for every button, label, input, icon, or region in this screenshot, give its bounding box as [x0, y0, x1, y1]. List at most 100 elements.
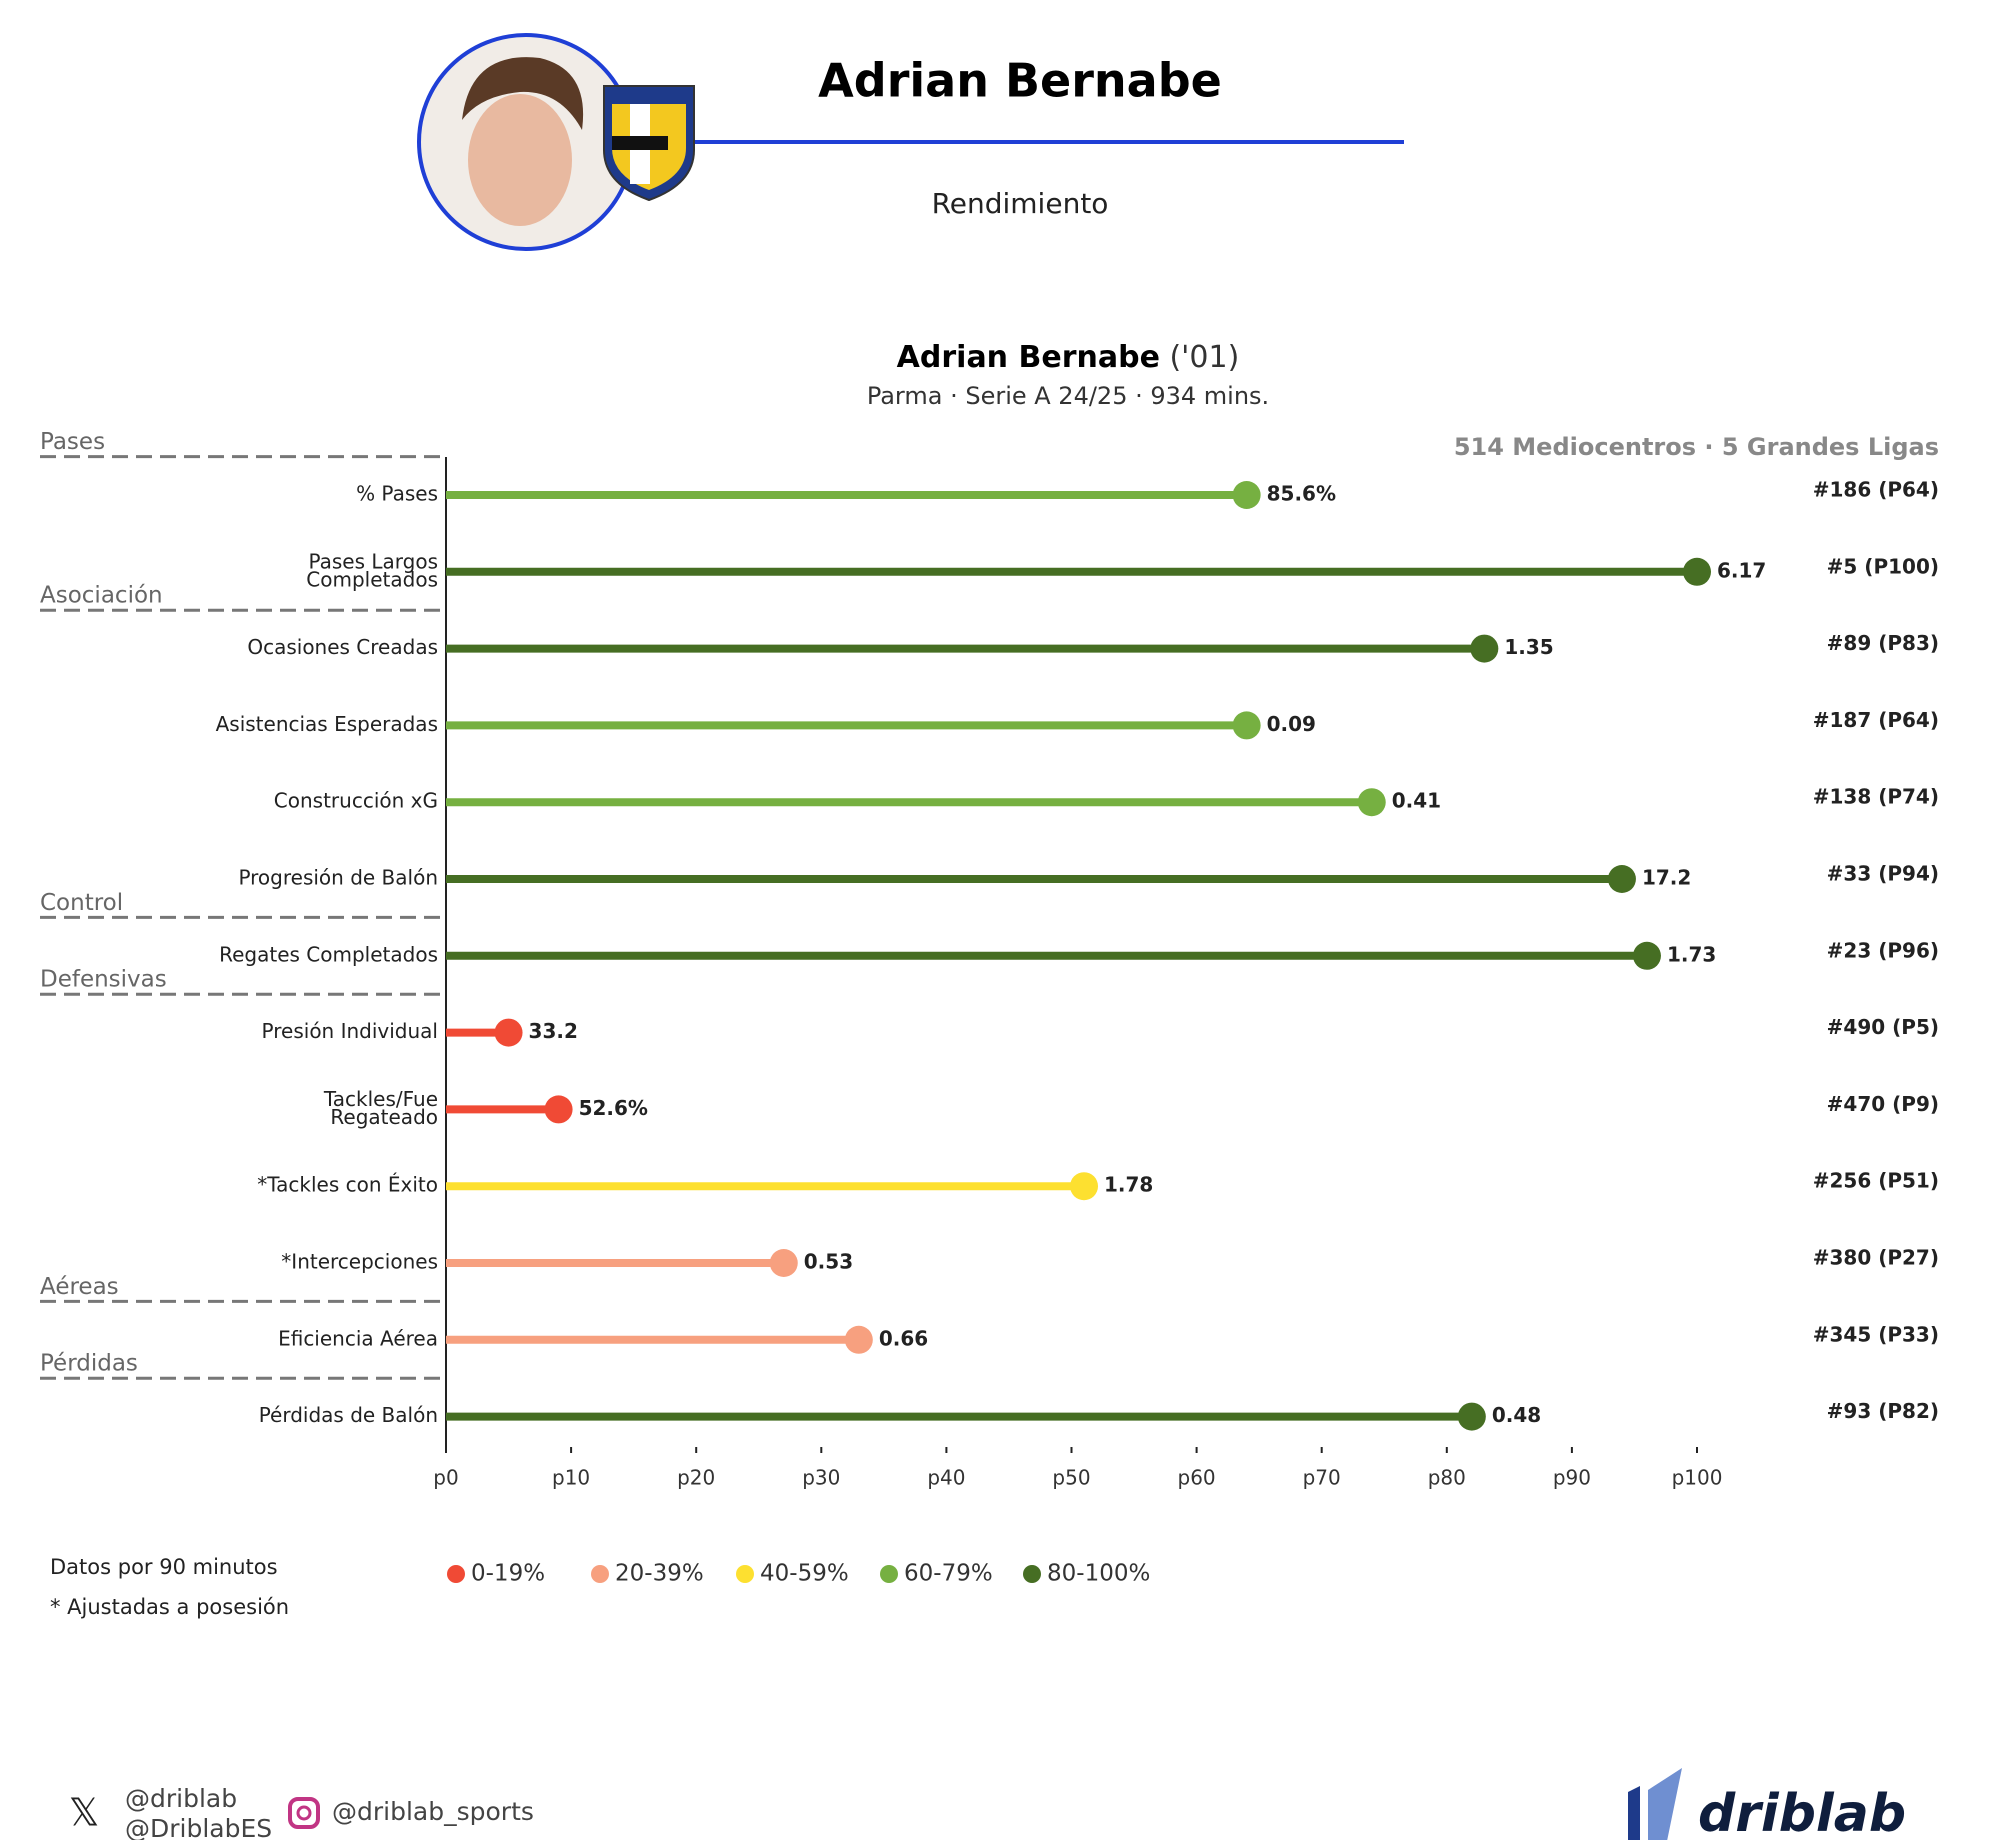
x-icon: 𝕏	[69, 1791, 100, 1835]
category-label: Completados	[306, 567, 438, 591]
x-handle: @DriblabES	[125, 1814, 272, 1840]
value-label: 85.6%	[1267, 482, 1336, 506]
instagram-icon-lens	[296, 1805, 312, 1821]
header-subtitle: Rendimiento	[932, 187, 1109, 220]
value-label: 1.78	[1104, 1173, 1153, 1197]
lollipop-dot	[544, 1095, 573, 1124]
rank-label: #186 (P64)	[1813, 478, 1939, 502]
category-label: Eficiencia Aérea	[278, 1326, 438, 1350]
x-tick-label: p90	[1553, 1466, 1591, 1490]
x-tick-label: p80	[1428, 1466, 1466, 1490]
group-label: Asociación	[40, 583, 163, 609]
lollipop-dot	[1683, 557, 1711, 586]
group-label: Defensivas	[40, 967, 167, 993]
value-label: 0.09	[1267, 712, 1316, 736]
rank-label: #89 (P83)	[1827, 631, 1939, 655]
group-label: Control	[40, 890, 123, 916]
x-tick-label: p60	[1178, 1466, 1216, 1490]
rank-label: #490 (P5)	[1827, 1015, 1939, 1039]
footnote: Datos por 90 minutos	[50, 1555, 278, 1579]
x-tick-label: p50	[1052, 1466, 1090, 1490]
category-label: Presión Individual	[262, 1019, 438, 1043]
value-label: 52.6%	[579, 1096, 648, 1120]
category-label: Tackles/Fue	[323, 1087, 438, 1111]
instagram-icon	[288, 1797, 320, 1829]
category-label: Pérdidas de Balón	[259, 1403, 438, 1427]
category-label: Progresión de Balón	[238, 866, 438, 890]
lollipop-dot	[494, 1018, 523, 1047]
lollipop-dot	[1607, 865, 1636, 893]
header-title: Adrian Bernabe	[818, 54, 1222, 108]
category-label: % Pases	[356, 482, 438, 506]
x-tick-label: p70	[1303, 1466, 1341, 1490]
category-label: *Intercepciones	[281, 1250, 438, 1274]
rank-label: #23 (P96)	[1827, 938, 1939, 962]
legend-label: 60-79%	[904, 1561, 993, 1587]
legend-label: 40-59%	[760, 1561, 849, 1587]
rank-label: #256 (P51)	[1813, 1169, 1939, 1193]
logo-mark	[1628, 1786, 1640, 1840]
lollipop-dot	[1457, 1402, 1486, 1431]
chart-title-suffix: ('01)	[1169, 340, 1239, 375]
logo-mark	[1648, 1768, 1682, 1840]
legend-swatch	[1023, 1565, 1041, 1583]
category-label: Ocasiones Creadas	[247, 635, 438, 659]
x-tick-label: p30	[802, 1466, 840, 1490]
chart-title: Adrian Bernabe	[897, 340, 1160, 375]
category-label: Regates Completados	[219, 942, 438, 966]
lollipop-dot	[1470, 634, 1499, 663]
value-label: 0.48	[1492, 1403, 1541, 1427]
x-tick-label: p0	[433, 1466, 458, 1490]
lollipop-dot	[1632, 941, 1661, 970]
legend-label: 0-19%	[471, 1561, 545, 1587]
legend-swatch	[736, 1565, 754, 1583]
footnote: * Ajustadas a posesión	[50, 1595, 289, 1619]
value-label: 0.53	[804, 1250, 853, 1274]
rank-label: #138 (P74)	[1813, 785, 1939, 809]
x-tick-label: p20	[677, 1466, 715, 1490]
legend-swatch	[447, 1565, 465, 1583]
x-tick-label: p100	[1672, 1466, 1723, 1490]
value-label: 17.2	[1642, 866, 1691, 890]
category-label: Construcción xG	[274, 789, 438, 813]
x-tick-label: p10	[552, 1466, 590, 1490]
rank-label: #380 (P27)	[1813, 1246, 1939, 1270]
value-label: 33.2	[529, 1019, 578, 1043]
group-label: Pases	[40, 429, 105, 455]
group-label: Pérdidas	[40, 1351, 138, 1377]
legend-swatch	[880, 1565, 898, 1583]
chart-title-wrap: Adrian Bernabe ('01)	[897, 340, 1240, 375]
rank-label: #345 (P33)	[1813, 1322, 1939, 1346]
chart-note: 514 Mediocentros · 5 Grandes Ligas	[1454, 433, 1939, 461]
chart-subtitle: Parma · Serie A 24/25 · 934 mins.	[867, 382, 1269, 410]
legend-label: 20-39%	[615, 1561, 704, 1587]
logo-text: driblab	[1698, 1784, 1906, 1840]
lollipop-dot	[844, 1325, 873, 1354]
value-label: 6.17	[1717, 558, 1766, 582]
category-label: Asistencias Esperadas	[216, 712, 438, 736]
lollipop-dot	[1070, 1172, 1099, 1201]
rank-label: #5 (P100)	[1827, 554, 1939, 578]
lollipop-dot	[1232, 481, 1261, 509]
value-label: 0.66	[879, 1326, 928, 1350]
category-label: Regateado	[330, 1105, 438, 1129]
lollipop-dot	[769, 1249, 798, 1277]
value-label: 0.41	[1392, 789, 1441, 813]
x-handle: @driblab	[125, 1784, 237, 1813]
lollipop-dot	[1232, 711, 1261, 740]
crest-cross	[612, 136, 668, 150]
rank-label: #470 (P9)	[1827, 1092, 1939, 1116]
value-label: 1.35	[1504, 635, 1553, 659]
group-label: Aéreas	[40, 1274, 119, 1300]
category-label: *Tackles con Éxito	[257, 1173, 438, 1197]
instagram-handle: @driblab_sports	[332, 1797, 534, 1826]
legend-label: 80-100%	[1047, 1561, 1150, 1587]
rank-label: #93 (P82)	[1827, 1399, 1939, 1423]
lollipop-dot	[1357, 788, 1386, 817]
x-tick-label: p40	[927, 1466, 965, 1490]
rank-label: #187 (P64)	[1813, 708, 1939, 732]
value-label: 1.73	[1667, 942, 1716, 966]
rank-label: #33 (P94)	[1827, 862, 1939, 886]
category-label: Pases Largos	[308, 549, 438, 573]
